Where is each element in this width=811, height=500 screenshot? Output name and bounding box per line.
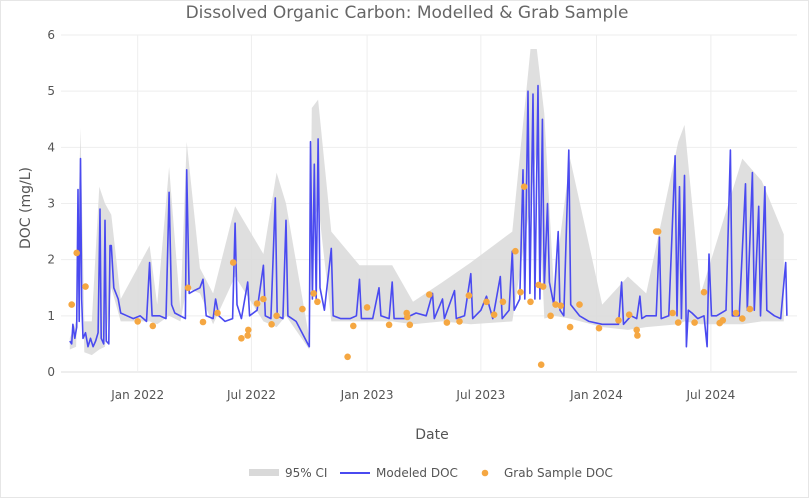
grab-sample-point	[576, 301, 583, 308]
y-tick-label: 1	[47, 309, 55, 323]
grab-sample-point	[199, 318, 207, 326]
grab-sample-point	[68, 301, 75, 308]
grab-sample-point	[82, 283, 89, 290]
grab-sample-point	[615, 317, 622, 324]
grab-sample-point	[490, 311, 498, 319]
grab-sample-point	[73, 249, 80, 257]
grab-sample-point	[268, 321, 275, 328]
y-tick-label: 4	[47, 140, 55, 154]
grab-sample-point	[134, 318, 141, 325]
grab-sample-point	[691, 319, 698, 326]
y-tick-label: 2	[47, 253, 55, 267]
legend-grab-swatch	[481, 469, 489, 477]
grab-sample-point	[537, 361, 545, 369]
modeled-doc-line	[69, 84, 788, 348]
x-tick-label: Jan 2022	[110, 388, 164, 402]
legend-grab-label: Grab Sample DOC	[504, 466, 613, 480]
x-tick-label: Jul 2023	[455, 388, 505, 402]
legend-item-grab[interactable]: Grab Sample DOC	[481, 466, 613, 480]
y-tick-label: 3	[47, 197, 55, 211]
grab-sample-point	[499, 298, 507, 306]
grab-sample-point	[344, 353, 351, 361]
legend[interactable]: 95% CI Modeled DOC Grab Sample DOC	[249, 466, 613, 480]
grab-sample-point	[520, 183, 528, 190]
grab-sample-point	[385, 321, 393, 329]
grab-sample-point	[238, 335, 245, 342]
grab-sample-point	[674, 319, 682, 326]
y-axis-ticks: 0 1 2 3 4 5 6	[47, 28, 55, 379]
grab-sample-point	[253, 300, 261, 307]
grab-sample-point	[260, 295, 267, 303]
y-tick-label: 6	[47, 28, 55, 42]
grab-sample-point	[547, 312, 554, 320]
grab-sample-point	[363, 304, 371, 311]
grab-sample-point	[273, 312, 280, 320]
ci-band	[69, 49, 784, 356]
grab-sample-point	[633, 326, 640, 334]
plot-area	[68, 49, 788, 369]
grab-sample-point	[669, 309, 676, 317]
grab-sample-point	[406, 321, 414, 329]
grab-sample-point	[517, 288, 524, 296]
grab-sample-point	[214, 309, 221, 317]
legend-modeled-label: Modeled DOC	[376, 466, 458, 480]
grab-sample-point	[595, 324, 603, 332]
grab-sample-point	[566, 323, 574, 331]
grab-sample-point	[314, 298, 321, 306]
grab-sample-point	[732, 309, 740, 317]
y-axis-label: DOC (mg/L)	[18, 167, 34, 249]
legend-item-modeled[interactable]: Modeled DOC	[340, 466, 458, 480]
grab-sample-point	[426, 291, 433, 298]
y-tick-label: 5	[47, 84, 55, 98]
grab-sample-point	[539, 283, 547, 290]
x-axis-ticks: Jan 2022 Jul 2022 Jan 2023 Jul 2023 Jan 2024…	[110, 388, 735, 402]
grab-sample-point	[350, 322, 357, 330]
legend-ci-label: 95% CI	[285, 466, 327, 480]
x-axis-label: Date	[415, 427, 448, 443]
grab-sample-point	[443, 319, 451, 326]
grab-sample-point	[527, 298, 534, 306]
grab-sample-point	[634, 332, 641, 339]
grab-sample-point	[700, 288, 708, 296]
grab-sample-point	[184, 284, 192, 292]
grab-sample-point	[625, 311, 633, 319]
grab-sample-point	[557, 302, 564, 310]
grab-sample-point	[719, 317, 727, 324]
x-tick-label: Jan 2023	[340, 388, 394, 402]
legend-item-ci[interactable]: 95% CI	[249, 466, 327, 480]
chart-title: Dissolved Organic Carbon: Modelled & Gra…	[186, 3, 629, 23]
grab-sample-point	[456, 318, 463, 325]
grab-sample-point	[310, 290, 318, 297]
grab-sample-point	[512, 247, 519, 255]
legend-ci-swatch	[249, 469, 279, 476]
grab-sample-point	[244, 332, 251, 339]
x-tick-label: Jul 2022	[226, 388, 276, 402]
grab-sample-point	[483, 298, 490, 306]
grab-sample-point	[245, 326, 252, 334]
grab-sample-point	[746, 305, 754, 313]
grab-sample-point	[654, 228, 662, 235]
x-tick-label: Jan 2024	[569, 388, 623, 402]
grab-sample-point	[229, 259, 237, 266]
grab-sample-point	[404, 313, 411, 321]
grab-sample-point	[739, 315, 746, 322]
grab-sample-point	[465, 292, 473, 299]
grab-sample-point	[552, 301, 559, 308]
grab-sample-point	[149, 322, 157, 330]
y-tick-label: 0	[47, 365, 55, 379]
grab-sample-point	[299, 305, 306, 313]
x-tick-label: Jul 2024	[685, 388, 735, 402]
